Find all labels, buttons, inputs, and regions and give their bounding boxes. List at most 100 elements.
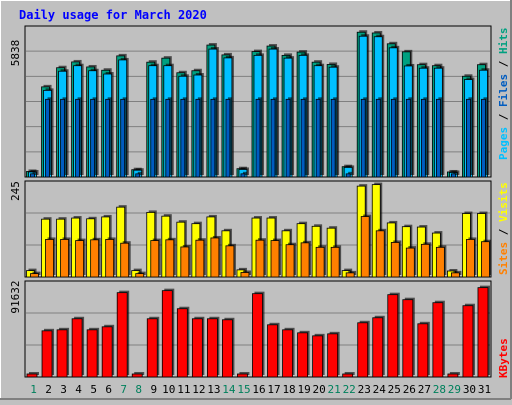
sites-bar [285,244,295,278]
x-tick-label: 18 [282,383,295,396]
sites-bar [120,242,130,278]
x-tick-label: 24 [373,383,387,396]
svg-text:Pages / Files / Hits: Pages / Files / Hits [497,28,510,161]
pages-bar [225,98,231,178]
x-tick-label: 23 [358,383,371,396]
sites-bar [210,237,220,278]
pages-bar [481,98,486,178]
pages-bar [240,173,246,178]
pages-bar [315,98,321,178]
x-tick-label: 29 [448,383,461,396]
legend-pages: Pages [497,127,510,160]
sites-bar [345,272,355,278]
kbytes-bar [327,333,339,378]
pages-bar [405,98,411,178]
pages-bar [45,98,50,178]
kbytes-bar-shadow [449,371,460,375]
legend-visits: Visits [497,182,510,222]
x-tick-label: 31 [478,383,491,396]
kbytes-bar [101,326,113,378]
x-tick-label: 10 [162,383,175,396]
kbytes-bar [146,318,158,378]
kbytes-bar-shadow [239,371,250,375]
kbytes-bar [357,322,369,378]
x-tick-label: 26 [403,383,416,396]
sites-bar [180,246,190,278]
x-tick-label: 28 [433,383,446,396]
kbytes-bar [432,302,444,378]
pages-bar [210,98,216,178]
kbytes-bar [372,317,384,378]
sites-bar [75,240,84,278]
kbytes-bar [161,290,173,378]
x-tick-label: 25 [388,383,401,396]
x-tick-label: 14 [222,383,236,396]
sites-bar [405,247,415,278]
x-tick-label: 22 [343,383,356,396]
x-tick-label: 7 [120,383,127,396]
pages-bar [120,98,126,178]
x-tick-label: 30 [463,383,476,396]
legend-top: Pages / Files / Hits [497,28,510,161]
pages-bar [90,98,96,178]
pages-bar [360,98,366,178]
pages-bar [466,98,471,178]
x-tick-label: 12 [192,383,205,396]
kbytes-bar [237,373,248,378]
x-tick-label: 16 [252,383,265,396]
sites-bar [255,239,265,278]
pages-bar [195,98,201,178]
x-tick-label: 19 [297,383,310,396]
sites-bar [330,246,340,278]
pages-bar [30,173,35,178]
x-tick-label: 8 [135,383,142,396]
x-tick-label: 15 [237,383,250,396]
sites-bar [45,239,54,278]
pages-bar [60,98,65,178]
legend-hits: Hits [497,28,510,55]
legend-files: Files [497,74,510,107]
legend-sites: Sites [497,242,510,275]
sites-bar [195,239,205,278]
x-tick-label: 6 [105,383,112,396]
pages-bar [105,98,111,178]
sites-bar [30,273,39,278]
pages-bar [451,173,456,178]
pages-bar-shadow [242,171,247,175]
sites-bar [390,242,400,278]
kbytes-bar [297,332,308,378]
legend-bottom: KBytes [497,338,510,378]
chart-title: Daily usage for March 2020 [19,8,207,22]
sites-bar [165,239,175,278]
kbytes-bar [222,319,233,378]
kbytes-bar [267,324,278,378]
x-tick-label: 20 [313,383,326,396]
x-tick-label: 3 [60,383,67,396]
sites-bar [375,230,385,278]
pages-bar [75,98,80,178]
x-tick-label: 13 [207,383,220,396]
sites-bar [270,240,280,278]
y-max-label-bottom: 91632 [9,280,22,313]
pages-bar-shadow [453,171,458,175]
sites-bar [105,239,115,278]
pages-bar [330,98,336,178]
kbytes-bar-shadow [134,371,145,375]
pages-bar [135,173,141,178]
sites-bar [435,246,445,278]
pages-bar [285,98,291,178]
pages-bar [435,98,441,178]
pages-bar-shadow [348,171,353,175]
x-tick-label: 11 [177,383,190,396]
kbytes-bar [131,373,143,378]
kbytes-bar [206,318,218,378]
pages-bar [300,98,306,178]
kbytes-bar [71,318,83,378]
kbytes-bar [402,299,414,378]
kbytes-bar [176,308,188,378]
kbytes-bar [462,305,474,378]
kbytes-bar-shadow [344,371,355,375]
pages-bar [345,173,351,178]
